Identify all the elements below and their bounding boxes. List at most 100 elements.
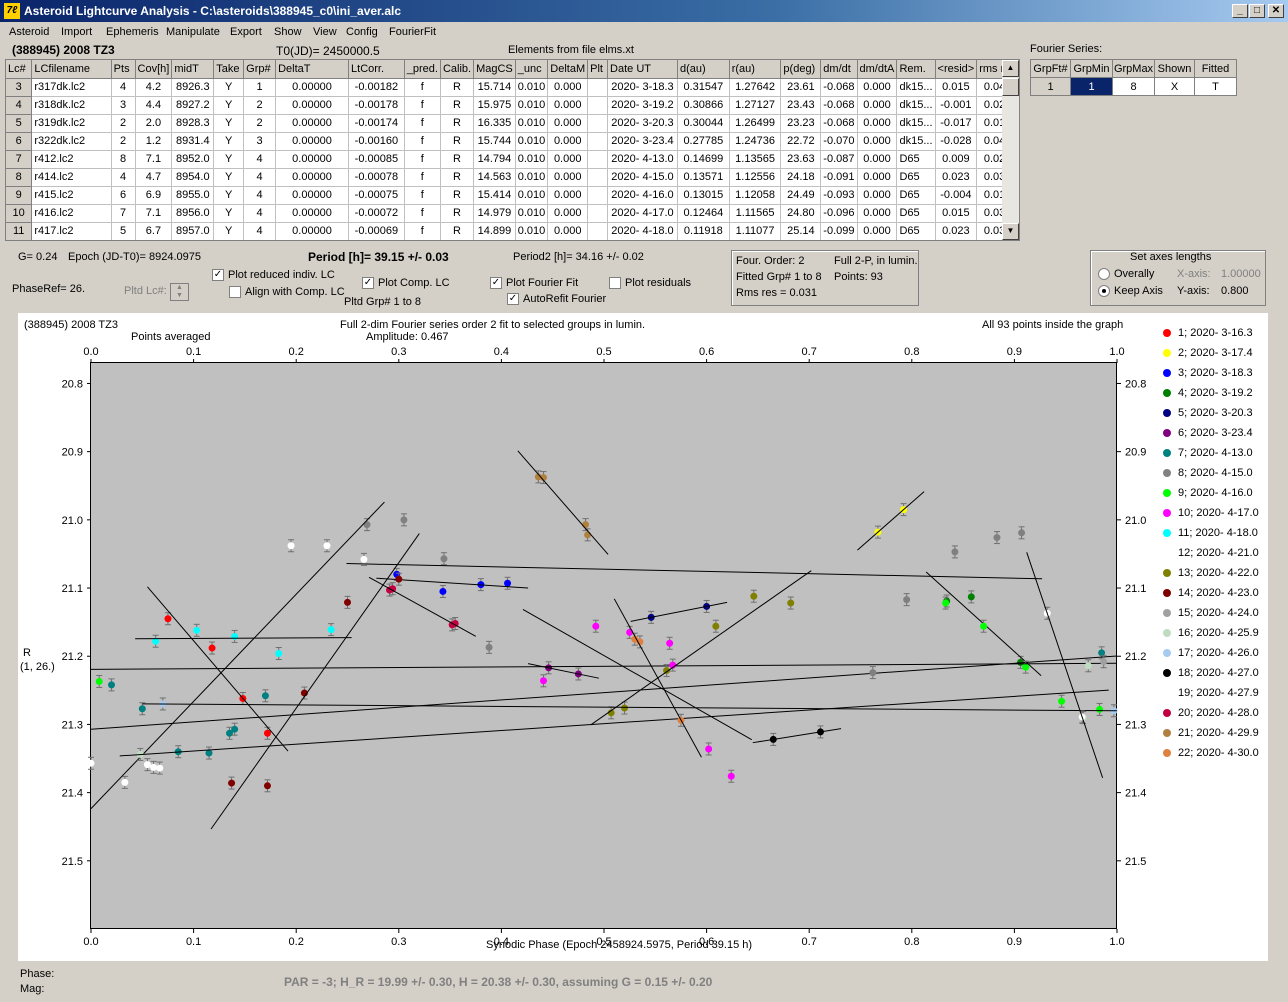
grid-cell[interactable]: 0.023 (935, 222, 978, 240)
grid-cell[interactable]: 0.00000 (275, 222, 350, 240)
fourier-cell-fitted[interactable]: T (1194, 77, 1237, 96)
keep-axis-radio[interactable]: Keep Axis (1098, 285, 1163, 298)
grid-cell[interactable]: -0.00085 (348, 150, 405, 169)
plot-comp-checkbox[interactable]: ✓ Plot Comp. LC (362, 277, 450, 290)
grid-cell[interactable]: -0.00178 (348, 96, 405, 115)
grid-cell[interactable]: D65 (896, 168, 936, 187)
grid-cell[interactable]: D65 (896, 204, 936, 223)
grid-cell[interactable]: 4.4 (135, 96, 173, 115)
grid-cell[interactable] (587, 132, 609, 151)
yaxis-value[interactable]: 0.800 (1221, 285, 1249, 297)
grid-cell[interactable]: 0.000 (547, 222, 589, 240)
grid-cell[interactable]: 0.00000 (275, 150, 350, 169)
grid-cell[interactable]: r414.lc2 (31, 168, 112, 187)
grid-scrollbar[interactable]: ▲ ▼ (1002, 60, 1019, 240)
grid-cell[interactable]: 0.023 (935, 168, 978, 187)
grid-cell[interactable]: Y (213, 96, 245, 115)
grid-cell[interactable]: 1.27127 (729, 96, 782, 115)
grid-cell[interactable]: Y (213, 168, 245, 187)
grid-cell[interactable]: r322dk.lc2 (31, 132, 112, 151)
grid-cell[interactable]: 14.899 (473, 222, 516, 240)
grid-cell[interactable]: 2020- 3-23.4 (607, 132, 678, 151)
grid-cell[interactable]: 8952.0 (171, 150, 215, 169)
grid-cell[interactable]: 0.000 (547, 150, 589, 169)
grid-cell[interactable]: R (440, 186, 475, 205)
grid-cell[interactable] (587, 168, 609, 187)
fourier-cell-grpmin[interactable]: 1 (1070, 77, 1113, 96)
grid-cell[interactable]: Y (213, 150, 245, 169)
grid-cell[interactable]: 24.18 (780, 168, 822, 187)
grid-cell[interactable]: 15.744 (473, 132, 516, 151)
grid-cell[interactable]: 0.31547 (677, 78, 730, 97)
grid-cell[interactable]: 23.61 (780, 78, 822, 97)
plot-reduced-checkbox[interactable]: ✓ Plot reduced indiv. LC (212, 269, 335, 282)
grid-cell[interactable]: 5 (6, 114, 33, 133)
grid-cell[interactable]: -0.00174 (348, 114, 405, 133)
grid-cell[interactable]: f (404, 96, 441, 115)
grid-col-header[interactable]: d(au) (677, 60, 730, 79)
grid-cell[interactable]: f (404, 168, 441, 187)
grid-cell[interactable]: 4 (6, 96, 33, 115)
grid-col-header[interactable]: Rem. (896, 60, 936, 79)
table-row[interactable]: 10 r416.lc2 7 7.1 8956.0 Y 4 0.00000 -0.00072 f R 1… (6, 204, 1019, 223)
grid-cell[interactable]: 1.11077 (729, 222, 782, 240)
grid-cell[interactable]: r417.lc2 (31, 222, 112, 240)
grid-cell[interactable]: -0.017 (935, 114, 978, 133)
grid-cell[interactable]: 1.13565 (729, 150, 782, 169)
table-row[interactable]: 6 r322dk.lc2 2 1.2 8931.4 Y 3 0.00000 -0.00160 f R… (6, 132, 1019, 151)
grid-cell[interactable]: D65 (896, 186, 936, 205)
table-row[interactable]: 9 r415.lc2 6 6.9 8955.0 Y 4 0.00000 -0.00075 f R 15… (6, 186, 1019, 205)
grid-cell[interactable]: 1.12556 (729, 168, 782, 187)
grid-cell[interactable]: 9 (6, 186, 33, 205)
grid-cell[interactable]: R (440, 96, 475, 115)
grid-cell[interactable] (587, 114, 609, 133)
grid-cell[interactable]: -0.068 (820, 96, 858, 115)
grid-cell[interactable]: 0.00000 (275, 186, 350, 205)
grid-cell[interactable]: 2020- 4-17.0 (607, 204, 678, 223)
grid-cell[interactable]: 2020- 3-18.3 (607, 78, 678, 97)
grid-cell[interactable]: 15.714 (473, 78, 516, 97)
grid-cell[interactable]: r319dk.lc2 (31, 114, 112, 133)
grid-cell[interactable]: 0.12464 (677, 204, 730, 223)
grid-cell[interactable]: -0.068 (820, 78, 858, 97)
grid-cell[interactable]: 1.2 (135, 132, 173, 151)
grid-col-header[interactable]: DeltaT (275, 60, 350, 79)
grid-cell[interactable]: 2020- 4-15.0 (607, 168, 678, 187)
grid-cell[interactable]: 6 (111, 186, 136, 205)
fourier-series-table[interactable]: GrpFt# GrpMin GrpMax Shown Fitted 1 1 8 … (1030, 59, 1237, 96)
grid-cell[interactable]: 1.27642 (729, 78, 782, 97)
grid-cell[interactable]: 8928.3 (171, 114, 215, 133)
grid-cell[interactable]: -0.004 (935, 186, 978, 205)
grid-cell[interactable]: R (440, 132, 475, 151)
minimize-button[interactable]: _ (1232, 4, 1248, 18)
grid-col-header[interactable]: r(au) (729, 60, 782, 79)
grid-cell[interactable]: -0.070 (820, 132, 858, 151)
grid-cell[interactable]: 0.000 (857, 168, 898, 187)
grid-cell[interactable]: 0.015 (935, 78, 978, 97)
grid-cell[interactable]: 0.010 (515, 132, 549, 151)
fourier-cell-grpmax[interactable]: 8 (1112, 77, 1155, 96)
grid-cell[interactable]: 0.015 (935, 204, 978, 223)
grid-cell[interactable]: 0.30044 (677, 114, 730, 133)
grid-cell[interactable]: 0.000 (547, 132, 589, 151)
grid-cell[interactable]: dk15... (896, 132, 936, 151)
grid-cell[interactable]: Y (213, 78, 245, 97)
grid-col-header[interactable]: Grp# (243, 60, 277, 79)
grid-cell[interactable]: 1.12058 (729, 186, 782, 205)
grid-cell[interactable]: 4 (111, 168, 136, 187)
menu-show[interactable]: Show (274, 26, 302, 38)
grid-col-header[interactable]: Pts (111, 60, 136, 79)
grid-cell[interactable]: 0.11918 (677, 222, 730, 240)
plot-residuals-checkbox[interactable]: Plot residuals (609, 277, 691, 290)
grid-cell[interactable]: 0.000 (547, 78, 589, 97)
grid-cell[interactable]: r412.lc2 (31, 150, 112, 169)
grid-cell[interactable] (587, 78, 609, 97)
grid-cell[interactable]: f (404, 222, 441, 240)
grid-cell[interactable]: 6 (6, 132, 33, 151)
grid-cell[interactable]: R (440, 114, 475, 133)
grid-cell[interactable]: 0.000 (547, 96, 589, 115)
grid-cell[interactable]: 0.009 (935, 150, 978, 169)
grid-cell[interactable]: r317dk.lc2 (31, 78, 112, 97)
grid-cell[interactable]: 7 (111, 204, 136, 223)
lightcurve-grid[interactable]: Lc# LCfilename Pts Cov[h] midT Take Grp# DeltaT… (5, 59, 1020, 241)
